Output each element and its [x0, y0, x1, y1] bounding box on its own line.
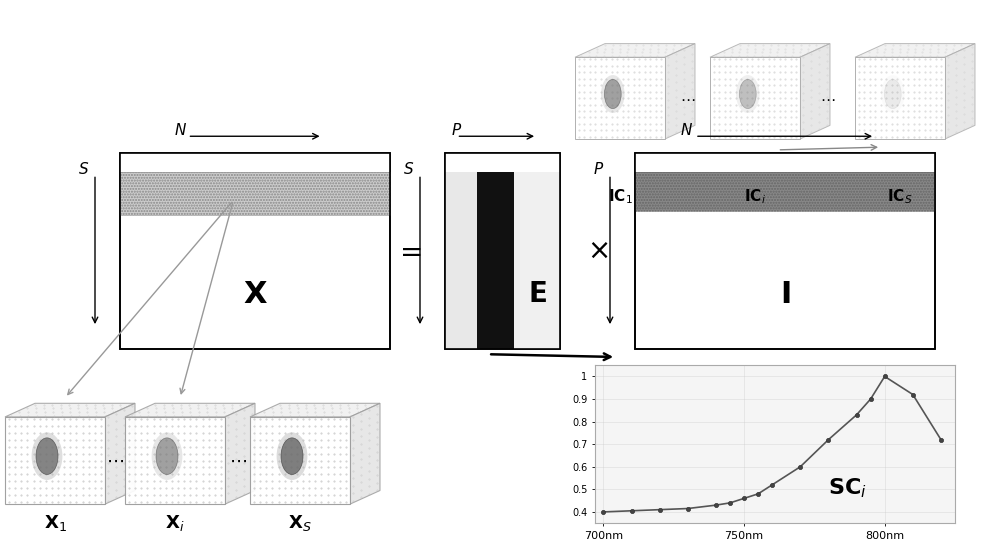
Polygon shape: [710, 57, 800, 139]
Ellipse shape: [739, 80, 756, 108]
Ellipse shape: [36, 438, 58, 475]
Ellipse shape: [604, 80, 621, 108]
Text: $\mathbf{E}$: $\mathbf{E}$: [528, 280, 546, 308]
Polygon shape: [125, 417, 225, 504]
Polygon shape: [855, 44, 975, 57]
Ellipse shape: [736, 75, 760, 113]
Ellipse shape: [281, 438, 303, 475]
Text: $\cdots$: $\cdots$: [680, 90, 695, 106]
Text: $\mathbf{X}$: $\mathbf{X}$: [243, 280, 267, 309]
FancyBboxPatch shape: [445, 153, 560, 172]
Polygon shape: [125, 403, 255, 417]
Polygon shape: [5, 417, 105, 504]
FancyBboxPatch shape: [477, 153, 514, 349]
Text: $\mathbf{IC}_S$: $\mathbf{IC}_S$: [887, 187, 913, 205]
Polygon shape: [350, 403, 380, 504]
Polygon shape: [800, 44, 830, 139]
FancyBboxPatch shape: [120, 153, 390, 172]
Ellipse shape: [152, 432, 182, 480]
Polygon shape: [105, 403, 135, 504]
FancyBboxPatch shape: [445, 153, 560, 172]
Polygon shape: [575, 57, 665, 139]
Text: $\mathbf{X}_S$: $\mathbf{X}_S$: [288, 513, 312, 533]
Text: $S$: $S$: [78, 161, 89, 178]
FancyBboxPatch shape: [514, 153, 560, 349]
FancyBboxPatch shape: [445, 153, 560, 349]
FancyBboxPatch shape: [635, 172, 935, 211]
Text: $\times$: $\times$: [587, 237, 609, 265]
Polygon shape: [575, 44, 695, 57]
Polygon shape: [250, 403, 380, 417]
Text: $\mathbf{I}$: $\mathbf{I}$: [780, 280, 790, 309]
Text: $P$: $P$: [451, 122, 462, 138]
Text: $\mathbf{IC}_1$: $\mathbf{IC}_1$: [608, 187, 632, 205]
Ellipse shape: [881, 75, 905, 113]
Text: $\cdots$: $\cdots$: [106, 451, 124, 470]
Ellipse shape: [156, 438, 178, 475]
Polygon shape: [945, 44, 975, 139]
Text: $P$: $P$: [593, 161, 604, 178]
Ellipse shape: [884, 80, 901, 108]
Text: $S$: $S$: [403, 161, 414, 178]
Text: $\mathbf{X}_1$: $\mathbf{X}_1$: [44, 513, 66, 533]
Text: $\mathbf{SC}_i$: $\mathbf{SC}_i$: [828, 477, 866, 500]
FancyBboxPatch shape: [635, 153, 935, 172]
Text: $\mathbf{IC}_i$: $\mathbf{IC}_i$: [744, 187, 766, 205]
FancyBboxPatch shape: [120, 153, 390, 349]
Polygon shape: [250, 417, 350, 504]
FancyBboxPatch shape: [635, 153, 935, 349]
FancyBboxPatch shape: [120, 172, 390, 215]
Text: $\mathbf{X}_i$: $\mathbf{X}_i$: [165, 513, 185, 533]
Text: $=$: $=$: [394, 237, 422, 265]
Text: $\cdots$: $\cdots$: [820, 90, 835, 106]
Polygon shape: [225, 403, 255, 504]
Polygon shape: [5, 403, 135, 417]
FancyBboxPatch shape: [445, 153, 477, 349]
Ellipse shape: [601, 75, 625, 113]
Polygon shape: [855, 57, 945, 139]
Ellipse shape: [277, 432, 307, 480]
Polygon shape: [665, 44, 695, 139]
Polygon shape: [710, 44, 830, 57]
Text: $N$: $N$: [174, 122, 187, 138]
Text: $\cdots$: $\cdots$: [229, 451, 246, 470]
Ellipse shape: [32, 432, 62, 480]
Text: $N$: $N$: [680, 122, 693, 138]
